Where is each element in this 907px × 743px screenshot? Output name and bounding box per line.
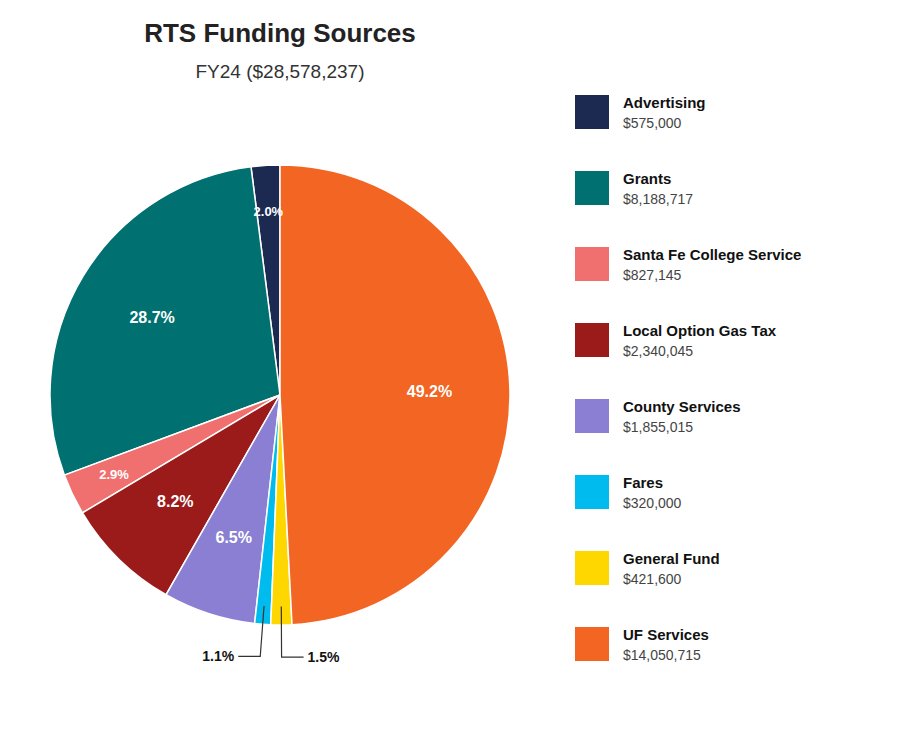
legend-swatch xyxy=(575,475,609,509)
pie-slice xyxy=(280,165,510,625)
legend-swatch xyxy=(575,399,609,433)
data-label: 1.5% xyxy=(308,649,340,665)
data-label: 28.7% xyxy=(129,309,174,326)
data-label: 49.2% xyxy=(407,383,452,400)
legend-amount: $421,600 xyxy=(623,571,682,587)
legend-amount: $2,340,045 xyxy=(623,343,693,359)
legend-swatch xyxy=(575,171,609,205)
background xyxy=(0,0,907,743)
leader-line xyxy=(281,607,303,658)
data-label: 2.9% xyxy=(99,467,129,482)
legend-label: General Fund xyxy=(623,550,720,567)
legend: Advertising $575,000 Grants $8,188,717 Santa… xyxy=(575,94,801,663)
legend-swatch xyxy=(575,627,609,661)
chart: RTS Funding Sources FY24 ($28,578,237) 2.0… xyxy=(0,0,907,743)
legend-amount: $14,050,715 xyxy=(623,647,701,663)
pie xyxy=(50,165,510,625)
leader-line xyxy=(238,606,264,656)
legend-swatch xyxy=(575,247,609,281)
legend-label: Grants xyxy=(623,170,671,187)
data-label: 8.2% xyxy=(157,493,193,510)
data-label: 2.0% xyxy=(254,204,284,219)
legend-amount: $827,145 xyxy=(623,267,682,283)
data-label: 6.5% xyxy=(216,529,252,546)
legend-label: Fares xyxy=(623,474,663,491)
legend-swatch xyxy=(575,323,609,357)
legend-amount: $320,000 xyxy=(623,495,682,511)
legend-label: Local Option Gas Tax xyxy=(623,322,777,339)
chart-container: RTS Funding Sources FY24 ($28,578,237) 2.0… xyxy=(0,0,907,743)
title: RTS Funding Sources xyxy=(144,18,416,48)
legend-label: Santa Fe College Service xyxy=(623,246,801,263)
legend-amount: $1,855,015 xyxy=(623,419,693,435)
legend-amount: $8,188,717 xyxy=(623,191,693,207)
data-labels: 2.0% 28.7% 2.9% 8.2% 6.5% 1.1% 1.5% 49.2% xyxy=(99,204,452,665)
legend-amount: $575,000 xyxy=(623,115,682,131)
data-label: 1.1% xyxy=(202,648,234,664)
legend-swatch xyxy=(575,551,609,585)
legend-label: UF Services xyxy=(623,626,709,643)
legend-label: County Services xyxy=(623,398,741,415)
legend-label: Advertising xyxy=(623,94,706,111)
legend-swatch xyxy=(575,95,609,129)
subtitle: FY24 ($28,578,237) xyxy=(195,61,364,82)
